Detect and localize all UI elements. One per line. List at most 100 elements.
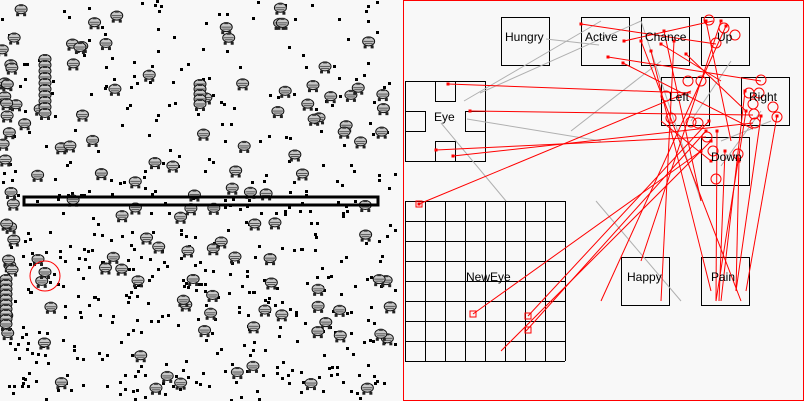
food-pellet <box>327 276 330 279</box>
food-pellet <box>340 260 343 263</box>
wire-excitatory <box>715 130 718 302</box>
critter <box>134 349 148 363</box>
synapse-dot <box>621 61 625 65</box>
food-pellet <box>132 390 135 393</box>
food-pellet <box>144 396 147 399</box>
food-pellet <box>245 221 248 224</box>
food-pellet <box>311 4 314 7</box>
food-pellet <box>314 249 317 252</box>
food-pellet <box>367 20 370 23</box>
food-pellet <box>158 10 161 13</box>
brain-view[interactable]: Hungry Active Chance Up Left Right Down … <box>403 0 804 401</box>
critter <box>38 107 52 121</box>
critter <box>222 32 236 46</box>
critter <box>31 253 45 267</box>
critter <box>362 35 376 49</box>
food-pellet <box>177 324 180 327</box>
lobe-down[interactable] <box>701 137 750 186</box>
food-pellet <box>239 66 242 69</box>
critter <box>219 21 233 35</box>
food-pellet <box>179 388 182 391</box>
food-pellet <box>289 308 292 311</box>
food-pellet <box>355 78 358 81</box>
food-pellet <box>157 320 160 323</box>
food-pellet <box>127 301 130 304</box>
food-pellet <box>36 200 39 203</box>
food-pellet <box>51 92 54 95</box>
food-pellet <box>239 208 242 211</box>
food-pellet <box>202 372 205 375</box>
food-pellet <box>288 382 291 385</box>
food-pellet <box>279 326 282 329</box>
food-pellet <box>45 251 48 254</box>
lobe-neweye-grid[interactable] <box>405 201 566 362</box>
food-pellet <box>28 372 31 375</box>
critter <box>148 156 162 170</box>
critter <box>2 126 16 140</box>
world-canvas[interactable] <box>0 0 400 401</box>
lobe-left[interactable] <box>661 77 710 126</box>
critter <box>142 69 156 83</box>
food-pellet <box>137 284 140 287</box>
food-pellet <box>154 4 157 7</box>
synapse-dot <box>434 148 438 152</box>
wire-excitatory <box>623 20 714 42</box>
food-pellet <box>300 391 303 394</box>
lobe-label-pain: Pain <box>711 270 735 284</box>
food-pellet <box>204 170 207 173</box>
synapse-dot <box>606 55 610 59</box>
food-pellet <box>64 305 67 308</box>
food-pellet <box>152 231 155 234</box>
food-pellet <box>258 245 261 248</box>
food-pellet <box>25 333 28 336</box>
food-pellet <box>113 78 116 81</box>
food-pellet <box>296 340 299 343</box>
food-pellet <box>376 380 379 383</box>
food-pellet <box>276 287 279 290</box>
critter <box>7 233 21 247</box>
neuron-source-square <box>469 310 477 318</box>
synapse-dot <box>744 109 748 113</box>
critter <box>295 167 309 181</box>
food-pellet <box>129 104 132 107</box>
critter <box>271 105 285 119</box>
food-pellet <box>340 293 343 296</box>
food-pellet <box>14 170 17 173</box>
wire-inhibitory <box>690 60 732 122</box>
lobe-happy[interactable] <box>621 257 670 306</box>
food-pellet <box>202 78 205 81</box>
synapse-dot <box>659 42 663 46</box>
food-pellet <box>128 296 131 299</box>
wire-excitatory <box>660 43 722 82</box>
food-pellet <box>221 123 224 126</box>
food-pellet <box>74 129 77 132</box>
food-pellet <box>346 347 349 350</box>
food-pellet <box>378 174 381 177</box>
food-pellet <box>84 258 87 261</box>
food-pellet <box>336 366 339 369</box>
critter <box>186 273 200 287</box>
world-view[interactable] <box>0 0 400 401</box>
food-pellet <box>257 1 260 4</box>
food-pellet <box>136 389 139 392</box>
wire-inhibitory <box>570 60 662 132</box>
food-pellet <box>258 398 261 401</box>
food-pellet <box>46 332 49 335</box>
neuron-target-circle <box>771 111 783 123</box>
lobe-eye[interactable] <box>405 81 486 162</box>
neuron-target-circle <box>695 75 707 87</box>
food-pellet <box>133 75 136 78</box>
food-pellet <box>205 304 208 307</box>
food-pellet <box>275 212 278 215</box>
food-pellet <box>284 213 287 216</box>
lobe-label-neweye: NewEye <box>466 270 511 284</box>
food-pellet <box>323 289 326 292</box>
food-pellet <box>339 95 342 98</box>
food-pellet <box>300 248 303 251</box>
food-pellet <box>316 276 319 279</box>
wire-excitatory <box>527 120 710 317</box>
food-pellet <box>111 321 114 324</box>
food-pellet <box>132 329 135 332</box>
lobe-active[interactable] <box>581 17 630 66</box>
food-pellet <box>165 363 168 366</box>
